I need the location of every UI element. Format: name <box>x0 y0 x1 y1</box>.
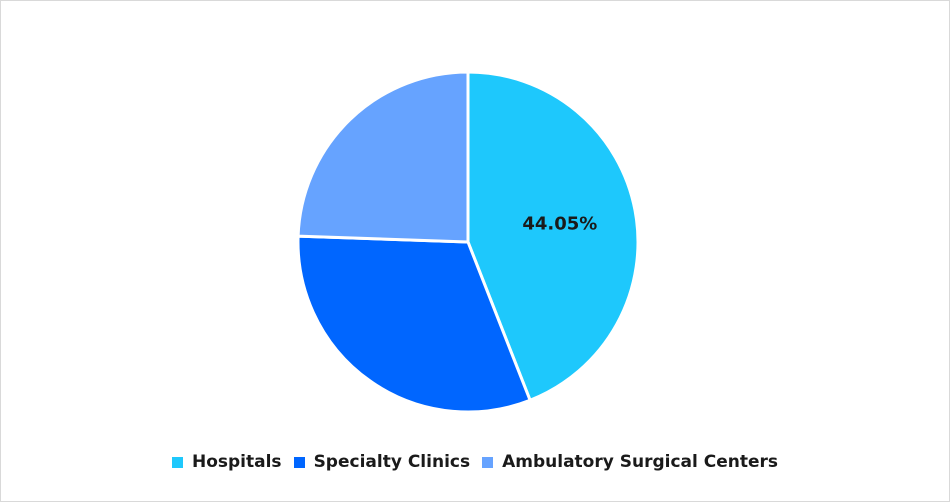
pie-slices <box>296 70 640 414</box>
legend-swatch <box>293 456 305 468</box>
pie-slice-ambulatory-surgical-centers[interactable] <box>296 70 470 244</box>
legend-item-ambulatory-surgical-centers[interactable]: Ambulatory Surgical Centers <box>482 452 778 472</box>
legend-item-specialty-clinics[interactable]: Specialty Clinics <box>293 452 471 472</box>
legend-label: Specialty Clinics <box>313 452 471 472</box>
chart-legend: Hospitals Specialty Clinics Ambulatory S… <box>0 452 950 472</box>
legend-item-hospitals[interactable]: Hospitals <box>171 452 282 472</box>
legend-label: Hospitals <box>191 452 282 472</box>
legend-swatch <box>171 456 183 468</box>
pie-slice-specialty-clinics[interactable] <box>296 234 532 414</box>
legend-label: Ambulatory Surgical Centers <box>502 452 779 472</box>
data-label-hospitals: 44.05% <box>522 214 597 235</box>
pie-slice-hospitals[interactable] <box>466 70 640 402</box>
legend-swatch <box>482 456 494 468</box>
pie-data-labels: 44.05% <box>522 214 597 235</box>
